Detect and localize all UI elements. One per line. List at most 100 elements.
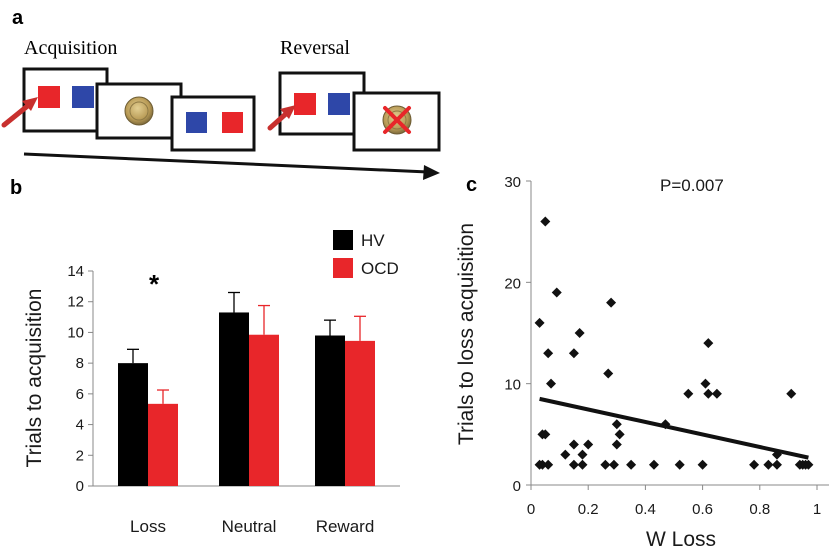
bar-x-tick-label: Neutral xyxy=(222,517,277,536)
scatter-point xyxy=(568,439,579,450)
scatter-point xyxy=(674,459,685,470)
scatter-point xyxy=(803,459,814,470)
scatter-x-tick-label: 0 xyxy=(527,501,535,518)
bar-x-labels: Loss Neutral Reward xyxy=(130,517,374,536)
scatter-point xyxy=(540,429,551,440)
scatter-point xyxy=(546,378,557,389)
bar-y-tick-label: 10 xyxy=(67,324,84,341)
scatter-point xyxy=(611,439,622,450)
scatter-point xyxy=(600,459,611,470)
blue-stimulus xyxy=(186,112,207,133)
bar-hv-neutral xyxy=(219,312,249,486)
scatter-point xyxy=(577,449,588,460)
scatter-point xyxy=(611,419,622,430)
scatter-point xyxy=(574,328,585,338)
legend-swatch-ocd xyxy=(333,258,353,278)
bar-y-tick-label: 4 xyxy=(76,417,84,434)
bar-ocd-neutral xyxy=(249,334,279,486)
scatter-y-tick-label: 30 xyxy=(504,174,521,191)
scatter-point xyxy=(543,348,554,359)
panel-b-letter: b xyxy=(10,177,22,199)
bar-x-tick-label: Loss xyxy=(130,517,166,536)
scatter-point xyxy=(534,317,545,328)
bar-y-tick-label: 6 xyxy=(76,386,84,403)
scatter-point xyxy=(568,348,579,359)
scatter-point xyxy=(568,459,579,470)
scatter-x-tick-label: 0.2 xyxy=(578,501,599,518)
scatter-points xyxy=(534,216,814,470)
panel-a: a Acquisition Reversal xyxy=(1,7,441,180)
bar-y-tick-label: 12 xyxy=(67,294,84,311)
scatter-point xyxy=(614,429,625,440)
scatter-x-tick-label: 1 xyxy=(813,501,821,518)
bar-ocd-reward xyxy=(345,340,375,486)
scatter-point xyxy=(537,459,548,470)
scatter-point xyxy=(700,378,711,389)
panel-c: c Trials to loss acquisition 0 10 20 30 0 0.… xyxy=(455,174,829,549)
arrow-icon xyxy=(1,97,38,128)
scatter-point xyxy=(551,287,562,298)
legend-label-ocd: OCD xyxy=(361,259,399,278)
scatter-point xyxy=(577,459,588,470)
bar-y-tick-label: 14 xyxy=(67,263,84,280)
scatter-point xyxy=(749,459,760,470)
panel-c-letter: c xyxy=(466,174,477,196)
cross-icon xyxy=(383,106,411,134)
scatter-point xyxy=(771,459,782,470)
red-stimulus xyxy=(38,86,60,108)
bar-ocd-loss xyxy=(148,403,178,486)
timeline-arrow-icon xyxy=(23,152,440,180)
scatter-point xyxy=(763,459,774,470)
scatter-x-tick-label: 0.6 xyxy=(692,501,713,518)
significance-marker: * xyxy=(149,269,160,299)
scatter-point xyxy=(703,338,714,349)
p-value: P=0.007 xyxy=(660,176,724,195)
scatter-y-tick-label: 10 xyxy=(504,377,521,394)
blue-stimulus xyxy=(328,93,350,115)
panel-a-letter: a xyxy=(12,7,24,29)
scatter-point xyxy=(560,449,571,460)
scatter-point xyxy=(703,388,714,399)
scatter-point xyxy=(603,368,614,379)
regression-line xyxy=(539,396,809,460)
bar-y-tick-label: 0 xyxy=(76,478,84,495)
scatter-point xyxy=(697,459,708,470)
arrow-icon xyxy=(267,105,296,131)
scatter-y-tick-label: 20 xyxy=(504,275,521,292)
scatter-point xyxy=(540,216,551,227)
coin-icon xyxy=(124,96,154,126)
scatter-point xyxy=(683,388,694,399)
bar-x-tick-label: Reward xyxy=(316,517,375,536)
bar-y-axis-title: Trials to acquisition xyxy=(23,289,46,468)
bar-y-tick-label: 2 xyxy=(76,447,84,464)
scatter-point xyxy=(543,459,554,470)
legend-swatch-hv xyxy=(333,230,353,250)
bar-y-tick-label: 8 xyxy=(76,355,84,372)
scatter-y-ticks: 0 10 20 30 xyxy=(504,174,531,495)
scatter-point xyxy=(626,459,637,470)
scatter-x-axis-title: W Loss xyxy=(646,528,716,549)
reversal-label: Reversal xyxy=(280,37,350,59)
bar-y-ticks: 0 2 4 6 8 10 12 14 xyxy=(67,263,93,495)
bar-legend: HV OCD xyxy=(333,230,399,278)
scatter-x-ticks: 0 0.2 0.4 0.6 0.8 1 xyxy=(527,485,821,518)
legend-label-hv: HV xyxy=(361,231,385,250)
bar-marks xyxy=(118,291,375,486)
bar-hv-loss xyxy=(118,363,148,486)
bar-hv-reward xyxy=(315,335,345,486)
scatter-point xyxy=(711,388,722,399)
reversal-screen-choice xyxy=(278,71,366,136)
scatter-y-axis-title: Trials to loss acquisition xyxy=(455,223,478,445)
red-stimulus xyxy=(294,93,316,115)
scatter-point xyxy=(583,439,594,450)
red-stimulus xyxy=(222,112,243,133)
acquisition-label: Acquisition xyxy=(24,37,117,59)
scatter-y-tick-label: 0 xyxy=(513,478,521,495)
scatter-point xyxy=(648,459,659,470)
scatter-x-tick-label: 0.8 xyxy=(749,501,770,518)
scatter-x-tick-label: 0.4 xyxy=(635,501,656,518)
blue-stimulus xyxy=(72,86,94,108)
scatter-point xyxy=(786,388,797,399)
scatter-point xyxy=(608,459,619,470)
